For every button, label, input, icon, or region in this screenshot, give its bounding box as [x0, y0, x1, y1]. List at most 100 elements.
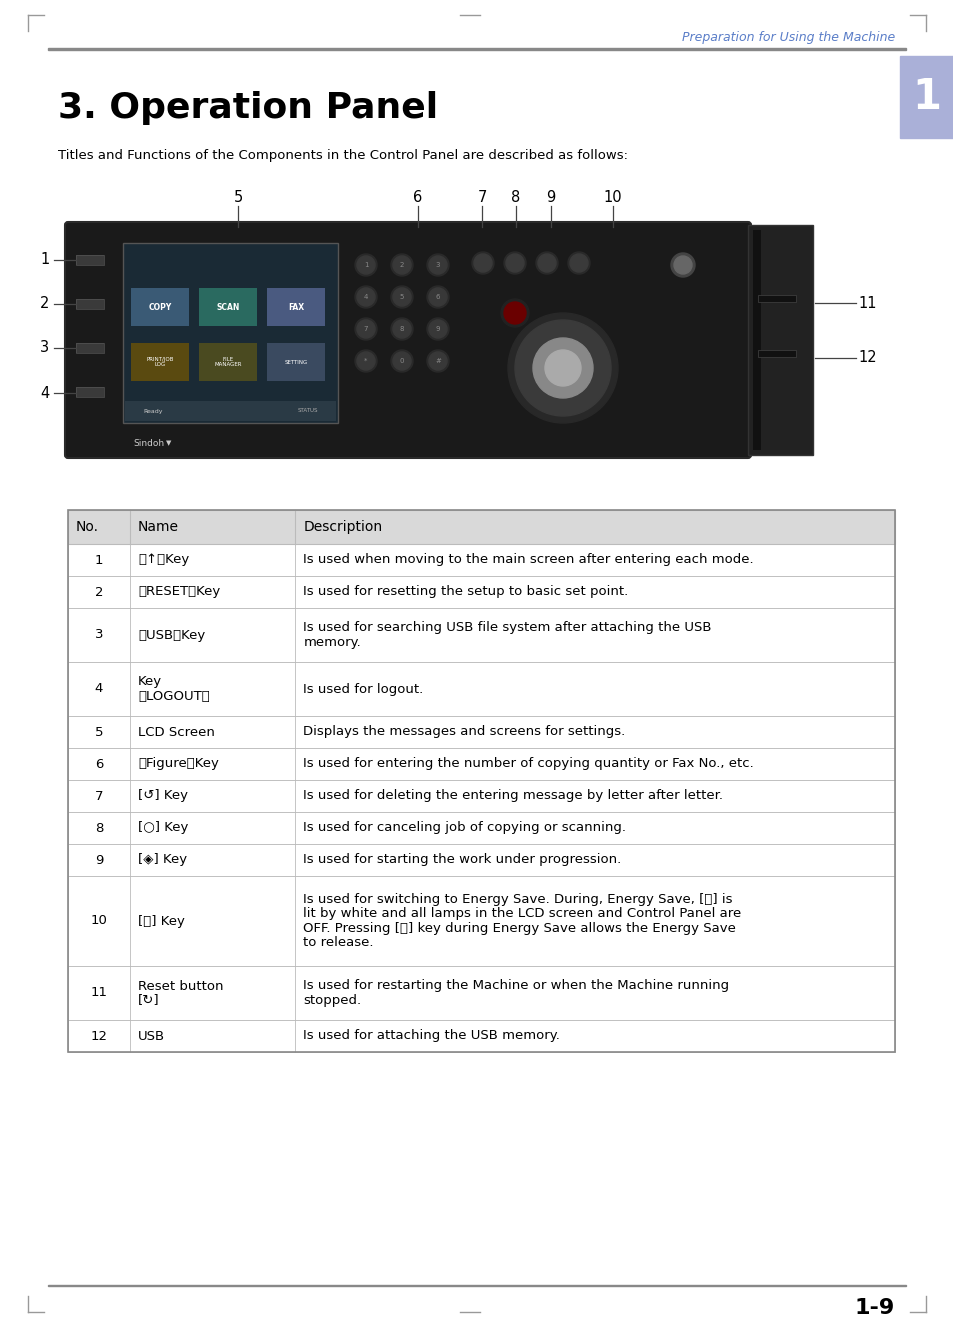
Text: 1-9: 1-9 — [854, 1298, 894, 1318]
Circle shape — [503, 252, 525, 273]
Circle shape — [670, 253, 695, 277]
Bar — [752, 230, 760, 450]
Bar — [76, 342, 104, 353]
Text: 3: 3 — [40, 341, 50, 356]
Text: Is used when moving to the main screen after entering each mode.: Is used when moving to the main screen a… — [303, 553, 753, 567]
Circle shape — [427, 287, 449, 308]
Bar — [68, 662, 894, 717]
FancyBboxPatch shape — [65, 222, 750, 458]
Text: *: * — [364, 358, 367, 364]
Circle shape — [356, 352, 375, 370]
Bar — [68, 748, 894, 780]
Bar — [131, 288, 189, 326]
Text: [↻]: [↻] — [138, 994, 159, 1006]
Text: SCAN: SCAN — [216, 303, 239, 312]
Bar — [68, 510, 894, 544]
Text: PRINT/JOB
LOG: PRINT/JOB LOG — [146, 357, 173, 368]
Bar — [68, 544, 894, 576]
Circle shape — [537, 253, 556, 272]
Circle shape — [356, 288, 375, 307]
Text: 6: 6 — [436, 295, 439, 300]
Text: 7: 7 — [363, 326, 368, 332]
Circle shape — [544, 350, 580, 386]
Text: 8: 8 — [511, 191, 520, 206]
Bar — [76, 342, 104, 353]
Text: 6: 6 — [413, 191, 422, 206]
Text: 10: 10 — [603, 191, 621, 206]
Circle shape — [355, 350, 376, 372]
Text: OFF. Pressing [⏻] key during Energy Save allows the Energy Save: OFF. Pressing [⏻] key during Energy Save… — [303, 922, 736, 934]
Text: 【LOGOUT】: 【LOGOUT】 — [138, 690, 210, 702]
Bar — [68, 717, 894, 748]
Bar — [758, 350, 795, 357]
Text: No.: No. — [76, 520, 99, 533]
Bar — [68, 780, 894, 812]
Bar — [68, 812, 894, 844]
Text: Is used for resetting the setup to basic set point.: Is used for resetting the setup to basic… — [303, 585, 628, 598]
Circle shape — [427, 253, 449, 276]
Text: 10: 10 — [91, 914, 108, 928]
Circle shape — [429, 256, 447, 273]
Bar — [125, 401, 335, 421]
Text: Reset button: Reset button — [138, 979, 223, 993]
Text: 7: 7 — [476, 191, 486, 206]
Bar — [76, 299, 104, 309]
Text: FAX: FAX — [288, 303, 304, 312]
Text: 【RESET】Key: 【RESET】Key — [138, 585, 220, 598]
Text: 1: 1 — [94, 553, 103, 567]
Bar — [267, 288, 325, 326]
Text: 8: 8 — [94, 821, 103, 835]
Text: Is used for switching to Energy Save. During, Energy Save, [⏻] is: Is used for switching to Energy Save. Du… — [303, 893, 732, 906]
Text: 0: 0 — [399, 358, 404, 364]
Circle shape — [427, 350, 449, 372]
Text: 4: 4 — [363, 295, 368, 300]
Text: 1: 1 — [911, 76, 941, 118]
Bar — [76, 387, 104, 397]
Bar — [48, 1285, 905, 1286]
Circle shape — [355, 253, 376, 276]
Text: Displays the messages and screens for settings.: Displays the messages and screens for se… — [303, 726, 625, 739]
Circle shape — [505, 253, 523, 272]
Circle shape — [355, 318, 376, 340]
Text: to release.: to release. — [303, 937, 374, 949]
Circle shape — [429, 352, 447, 370]
Circle shape — [391, 287, 413, 308]
Text: 1: 1 — [40, 252, 50, 268]
Bar — [199, 288, 256, 326]
Bar — [758, 295, 795, 303]
Circle shape — [356, 320, 375, 338]
Bar — [68, 608, 894, 662]
Circle shape — [429, 288, 447, 307]
Text: Is used for logout.: Is used for logout. — [303, 682, 423, 695]
Text: #: # — [435, 358, 440, 364]
Circle shape — [356, 256, 375, 273]
Text: [◈] Key: [◈] Key — [138, 853, 187, 867]
Text: 7: 7 — [94, 790, 103, 803]
Circle shape — [393, 256, 411, 273]
Circle shape — [503, 303, 525, 324]
Text: Is used for canceling job of copying or scanning.: Is used for canceling job of copying or … — [303, 821, 626, 835]
Text: 12: 12 — [91, 1030, 108, 1043]
Text: Is used for searching USB file system after attaching the USB: Is used for searching USB file system af… — [303, 621, 711, 634]
Circle shape — [393, 352, 411, 370]
Circle shape — [391, 318, 413, 340]
Text: 3: 3 — [94, 629, 103, 641]
Bar — [267, 342, 325, 381]
Text: [○] Key: [○] Key — [138, 821, 188, 835]
Circle shape — [393, 288, 411, 307]
Text: 【Figure】Key: 【Figure】Key — [138, 758, 218, 771]
Circle shape — [391, 350, 413, 372]
Text: stopped.: stopped. — [303, 994, 361, 1007]
Circle shape — [536, 252, 558, 273]
Text: 11: 11 — [91, 986, 108, 999]
Circle shape — [474, 253, 492, 272]
Text: 2: 2 — [94, 585, 103, 598]
Circle shape — [472, 252, 494, 273]
Text: 4: 4 — [40, 386, 50, 401]
Bar — [68, 966, 894, 1020]
Bar — [123, 243, 337, 423]
Text: Sindoh: Sindoh — [132, 438, 164, 447]
Circle shape — [507, 313, 618, 423]
Text: 【USB】Key: 【USB】Key — [138, 629, 205, 641]
Text: Is used for attaching the USB memory.: Is used for attaching the USB memory. — [303, 1030, 559, 1043]
